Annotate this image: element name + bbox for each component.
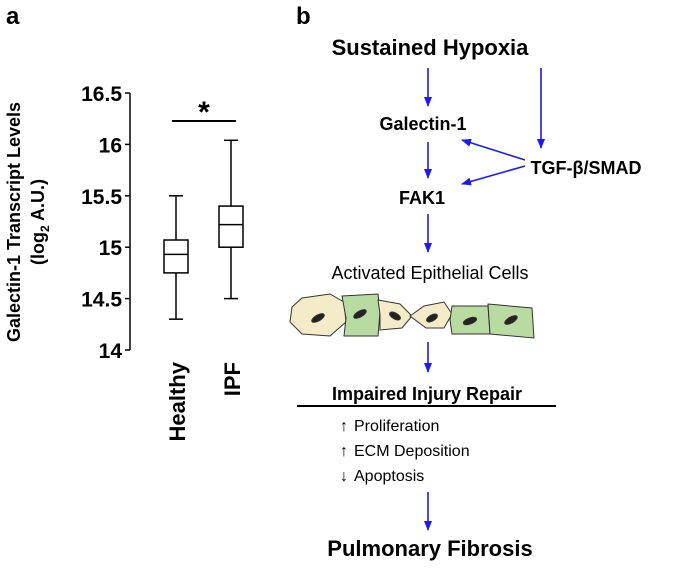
effect-text: Proliferation (354, 418, 439, 435)
node: TGF-β/SMAD (531, 158, 642, 178)
box (218, 205, 244, 248)
box (163, 239, 189, 274)
y-axis-unit: (log2 A.U.) (28, 179, 52, 265)
y-tick-label: 14.5 (81, 289, 122, 312)
effect-arrow: ↑ (340, 443, 348, 460)
node: Sustained Hypoxia (332, 35, 530, 60)
node: Impaired Injury Repair (332, 384, 522, 404)
arrow (461, 165, 526, 186)
effect-arrow: ↑ (340, 418, 348, 435)
effect-text: ECM Deposition (354, 443, 470, 460)
arrow (461, 138, 526, 161)
cells (289, 293, 535, 339)
x-tick-label: IPF (220, 362, 245, 396)
y-axis-title: Galectin-1 Transcript Levels (4, 102, 24, 342)
node: Pulmonary Fibrosis (327, 536, 532, 561)
significance-star: * (198, 96, 210, 129)
unit-sub: 2 (38, 225, 52, 232)
y-tick-label: 15.5 (81, 186, 122, 209)
effect-arrow: ↓ (340, 468, 348, 485)
unit-text: (log (28, 232, 48, 265)
node: Activated Epithelial Cells (331, 263, 528, 283)
y-tick-label: 16 (99, 134, 122, 157)
node: FAK1 (399, 188, 445, 208)
panel-label: a (6, 3, 20, 30)
y-tick-label: 14 (99, 340, 123, 363)
x-tick-label: Healthy (165, 361, 190, 441)
node: Galectin-1 (379, 114, 466, 134)
effects: ↑ Proliferation ↑ ECM Deposition ↓ Apoptosis (340, 418, 470, 485)
unit-text: A.U.) (28, 179, 48, 225)
y-tick-label: 16.5 (81, 83, 122, 106)
arrows (424, 68, 545, 531)
y-tick-label: 15 (99, 237, 123, 260)
effect-text: Apoptosis (354, 468, 424, 485)
panel-label: b (296, 3, 311, 30)
